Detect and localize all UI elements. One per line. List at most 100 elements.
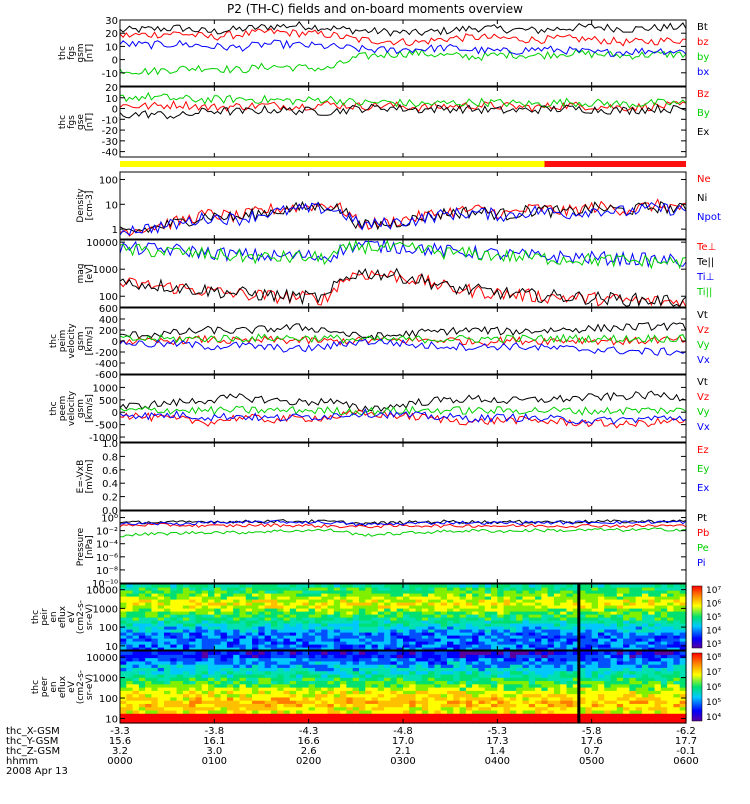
spectrogram-cell (195, 623, 203, 627)
spectrogram-cell (547, 620, 555, 624)
spectrogram-cell (484, 614, 492, 618)
spectrogram-cell (352, 629, 360, 633)
spectrogram-cell (528, 608, 536, 612)
spectrogram-cell (252, 629, 259, 633)
spectrogram-cell (214, 632, 222, 636)
spectrogram-cell (604, 719, 612, 724)
spectrogram-cell (233, 629, 241, 633)
spectrogram-cell (270, 670, 278, 675)
spectrogram-cell (314, 670, 322, 675)
spectrogram-cell (327, 614, 335, 618)
spectrogram-cell (233, 690, 241, 695)
spectrogram-cell (365, 654, 373, 659)
spectrogram-cell (660, 587, 668, 591)
spectrogram-cell (358, 584, 366, 588)
spectrogram-cell (560, 670, 568, 675)
spectrogram-cell (509, 703, 517, 708)
spectrogram-cell (610, 683, 618, 688)
legend-entry: Ni (697, 193, 707, 204)
spectrogram-cell (277, 641, 285, 645)
spectrogram-cell (503, 614, 511, 618)
spectrogram-cell (591, 664, 599, 668)
spectrogram-cell (270, 623, 278, 627)
spectrogram-cell (327, 644, 335, 648)
spectrogram-cell (641, 693, 649, 698)
spectrogram-cell (459, 719, 467, 724)
spectrogram-cell (333, 696, 341, 701)
spectrogram-cell (472, 693, 480, 698)
spectrogram-cell (491, 713, 498, 718)
spectrogram-cell (572, 683, 580, 688)
spectrogram-cell (421, 657, 429, 662)
spectrogram-cell (516, 670, 524, 675)
spectrogram-cell (566, 599, 574, 603)
spectrogram-cell (239, 673, 247, 678)
spectrogram-cell (610, 657, 618, 662)
spectrogram-cell (145, 623, 153, 627)
spectrogram-cell (415, 703, 423, 708)
spectrogram-cell (396, 716, 404, 721)
spectrogram-cell (522, 680, 530, 685)
spectrogram-cell (453, 690, 461, 695)
spectrogram-cell (673, 654, 681, 659)
spectrogram-cell (516, 716, 524, 721)
spectrogram-cell (623, 703, 630, 708)
spectrogram-cell (189, 690, 197, 695)
spectrogram-cell (277, 651, 285, 655)
spectrogram-cell (535, 670, 542, 675)
spectrogram-cell (352, 696, 360, 701)
spectrogram-cell (201, 596, 209, 600)
spectrogram-cell (164, 673, 171, 678)
y-tick-label: 10⁰ (101, 514, 118, 525)
spectrogram-cell (396, 690, 404, 695)
spectrogram-cell (182, 584, 190, 588)
spectrogram-cell (572, 677, 580, 682)
spectrogram-cell (409, 638, 417, 642)
spectrogram-cell (641, 660, 649, 665)
spectrogram-cell (321, 590, 329, 594)
spectrogram-cell (641, 680, 649, 685)
spectrogram-cell (264, 644, 272, 648)
spectrogram-cell (270, 657, 278, 662)
spectrogram-cell (491, 587, 498, 591)
spectrogram-cell (264, 623, 272, 627)
spectrogram-cell (201, 593, 209, 597)
spectrogram-cell (560, 664, 568, 668)
spectrogram-cell (396, 584, 404, 588)
spectrogram-cell (660, 620, 668, 624)
spectrogram-cell (138, 660, 146, 665)
legend-entry: Vt (697, 377, 708, 388)
spectrogram-cell (176, 700, 184, 704)
spectrogram-cell (604, 635, 612, 639)
spectrogram-cell (440, 599, 448, 603)
spectrogram-cell (138, 596, 146, 600)
spectrogram-cell (535, 667, 542, 672)
spectrogram-cell (182, 590, 190, 594)
spectrogram-cell (239, 632, 247, 636)
spectrogram-cell (384, 614, 392, 618)
spectrogram-cell (189, 620, 197, 624)
spectrogram-cell (208, 700, 215, 704)
spectrogram-cell (138, 680, 146, 685)
spectrogram-cell (459, 683, 467, 688)
spectrogram-cell (258, 605, 266, 609)
spectrogram-cell (384, 700, 392, 704)
spectrogram-cell (623, 713, 630, 718)
y-tick-label: -10 (102, 115, 118, 126)
spectrogram-cell (447, 608, 454, 612)
spectrogram-cell (176, 667, 184, 672)
spectrogram-cell (604, 703, 612, 708)
spectrogram-cell (214, 716, 222, 721)
spectrogram-cell (308, 632, 316, 636)
y-axis-label: gsm (76, 399, 86, 418)
spectrogram-cell (572, 654, 580, 659)
spectrogram-cell (308, 687, 316, 691)
spectrogram-cell (465, 638, 473, 642)
spectrogram-cell (164, 654, 171, 659)
spectrogram-cell (270, 587, 278, 591)
y-tick-label: 0.2 (102, 493, 118, 504)
spectrogram-cell (478, 683, 486, 688)
y-tick-label: 100 (99, 623, 118, 634)
spectrogram-cell (308, 626, 316, 630)
spectrogram-cell (453, 620, 461, 624)
